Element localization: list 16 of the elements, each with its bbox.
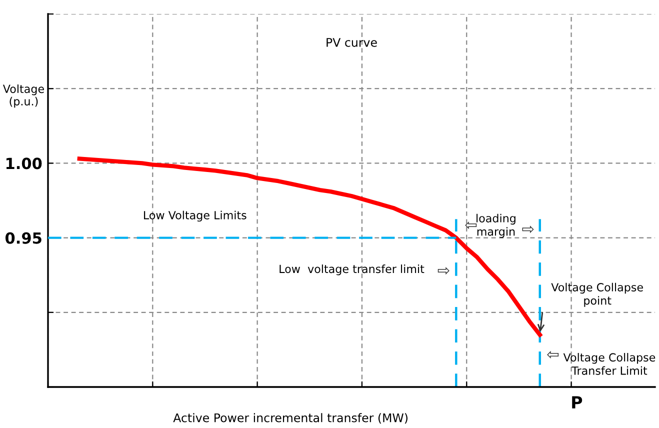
annotation: ⇦	[547, 350, 559, 359]
annotation: ⇨	[438, 267, 450, 275]
y-tick-label: 0.95	[5, 232, 42, 244]
text: PV curve	[326, 38, 377, 47]
annotation: Low voltage transfer limit	[280, 264, 424, 276]
annotation: ⇨	[522, 226, 534, 234]
annotation: loading margin	[476, 214, 516, 238]
y-axis-title: Voltage (p.u.)	[2, 84, 44, 108]
annotation: Low Voltage Limits	[144, 210, 246, 222]
text: P	[572, 396, 582, 408]
annotation: Voltage Collapse Transfer Limit	[563, 352, 656, 375]
annotation: Voltage Collapse point	[551, 282, 643, 307]
annotation: ⇦	[465, 222, 477, 230]
line-series	[77, 156, 542, 337]
y-tick-label: 1.00	[6, 158, 42, 170]
x-axis-title: Active Power incremental transfer (MW)	[173, 413, 408, 424]
